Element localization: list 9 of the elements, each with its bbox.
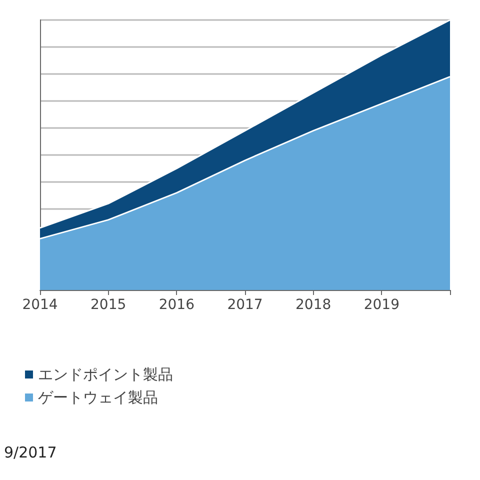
- legend-label: ゲートウェイ製品: [38, 388, 158, 406]
- x-tick-label: 2017: [227, 297, 263, 313]
- text: 9/2017: [4, 444, 57, 462]
- x-tick-label: 2014: [22, 297, 58, 313]
- x-tick-label: 2015: [90, 297, 126, 313]
- x-tick-label: 2018: [296, 297, 332, 313]
- legend-label: エンドポイント製品: [38, 366, 173, 384]
- x-tick-label: 2016: [158, 297, 195, 313]
- x-tick-label: 2019: [364, 297, 400, 313]
